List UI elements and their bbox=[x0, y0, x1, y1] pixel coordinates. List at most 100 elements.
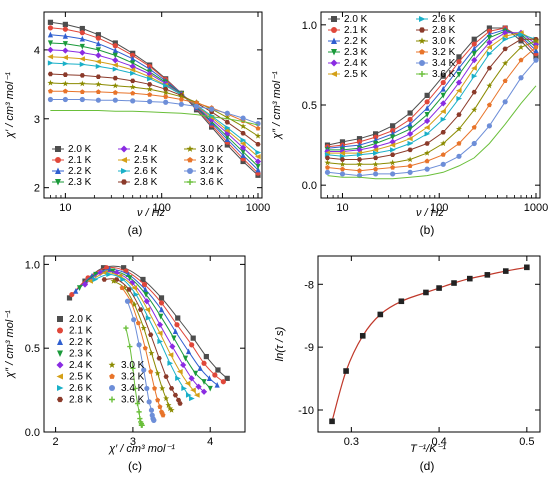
data-point bbox=[424, 112, 430, 118]
series-line bbox=[50, 99, 259, 125]
data-point bbox=[120, 276, 126, 283]
plot-area-panel-3 bbox=[66, 265, 230, 428]
data-point bbox=[79, 61, 86, 67]
data-point bbox=[174, 322, 180, 328]
series-line bbox=[327, 59, 537, 177]
legend-label: 2.8 K bbox=[432, 25, 456, 36]
data-point bbox=[424, 141, 430, 146]
data-point bbox=[373, 155, 379, 161]
data-point bbox=[121, 265, 127, 271]
axes-panel-4: 0.3 0.4 0.5 -10 -9 -8 T⁻¹/K⁻¹ ln(τ / s) (d) bbox=[274, 255, 541, 473]
data-point bbox=[158, 306, 165, 313]
data-point bbox=[339, 148, 346, 155]
data-point bbox=[81, 281, 89, 288]
data-point bbox=[119, 285, 125, 290]
data-point bbox=[147, 92, 153, 97]
series-3-6K bbox=[123, 325, 145, 428]
data-point bbox=[62, 21, 68, 27]
data-point bbox=[324, 159, 331, 166]
data-point bbox=[148, 369, 154, 374]
series-3-4K bbox=[324, 57, 539, 179]
series-2-0K bbox=[66, 265, 230, 381]
data-point bbox=[220, 379, 226, 385]
data-point bbox=[144, 385, 150, 392]
data-point bbox=[471, 36, 477, 42]
x-tick-label: 10 bbox=[59, 202, 71, 214]
data-point bbox=[95, 59, 101, 65]
data-point bbox=[144, 307, 151, 313]
legend-label: 2.3 K bbox=[344, 47, 368, 58]
data-point bbox=[47, 88, 53, 94]
plot-area-panel-2 bbox=[324, 25, 540, 180]
data-point bbox=[389, 142, 396, 148]
data-point bbox=[502, 78, 508, 84]
data-point bbox=[440, 161, 446, 167]
data-point bbox=[407, 121, 413, 127]
legend-marker bbox=[187, 179, 193, 185]
data-point bbox=[456, 54, 462, 60]
legend-item: 2.3 K bbox=[328, 47, 368, 58]
y-tick-label: 0.5 bbox=[302, 100, 317, 112]
legend-item: 3.6 K bbox=[109, 395, 145, 406]
data-point bbox=[203, 353, 209, 360]
data-point bbox=[136, 409, 142, 415]
data-point bbox=[62, 41, 68, 47]
legend-item: 2.6 K bbox=[416, 14, 456, 25]
data-point bbox=[240, 115, 246, 121]
data-point bbox=[138, 307, 144, 312]
data-point bbox=[201, 360, 207, 366]
data-point bbox=[141, 367, 147, 373]
data-point bbox=[224, 134, 230, 140]
y-tick-label: 2 bbox=[34, 183, 40, 195]
data-point bbox=[407, 140, 414, 147]
data-point bbox=[157, 338, 164, 345]
data-point bbox=[484, 272, 491, 278]
data-point bbox=[255, 121, 261, 127]
legend-marker bbox=[57, 327, 63, 334]
data-point bbox=[533, 54, 539, 60]
data-point bbox=[112, 66, 119, 72]
legend-item: 3.4 K bbox=[109, 383, 145, 394]
data-point bbox=[190, 387, 196, 393]
legend-item: 3.4 K bbox=[416, 58, 456, 69]
data-point bbox=[180, 361, 187, 369]
data-point bbox=[456, 71, 462, 78]
data-point bbox=[159, 385, 166, 392]
legend-label: 3.0 K bbox=[121, 360, 145, 371]
data-point bbox=[112, 90, 118, 95]
data-point bbox=[533, 44, 539, 50]
data-point bbox=[200, 388, 208, 395]
plot-frame bbox=[317, 255, 541, 433]
data-point bbox=[127, 275, 133, 281]
data-point bbox=[169, 343, 176, 350]
data-point bbox=[440, 108, 446, 115]
legend-item: 2.0 K bbox=[328, 14, 368, 25]
data-point bbox=[158, 300, 165, 306]
data-point bbox=[158, 313, 164, 320]
data-point bbox=[101, 270, 108, 276]
data-point bbox=[224, 142, 230, 148]
legend-item: 2.2 K bbox=[328, 36, 368, 47]
x-axis-label: ν / Hz bbox=[137, 207, 166, 219]
data-point bbox=[390, 147, 396, 153]
data-point bbox=[407, 169, 413, 175]
data-point bbox=[471, 106, 478, 113]
data-point bbox=[133, 291, 140, 298]
series-line bbox=[50, 82, 259, 137]
legend-panel-1: 2.0 K2.1 K2.2 K2.3 K 2.4 K2.5 K2.6 K2.8 K… bbox=[52, 144, 224, 188]
data-point bbox=[143, 291, 149, 298]
data-point bbox=[224, 119, 230, 125]
data-point bbox=[206, 375, 213, 381]
legend-label: 3.0 K bbox=[200, 144, 224, 155]
data-point bbox=[132, 385, 138, 392]
series-3-2K bbox=[119, 285, 166, 418]
data-point bbox=[189, 342, 195, 348]
series-2-6K bbox=[324, 31, 540, 159]
data-point bbox=[163, 94, 169, 99]
data-point bbox=[143, 298, 150, 305]
legend-item: 2.2 K bbox=[57, 337, 93, 348]
data-point bbox=[131, 317, 137, 323]
series-line bbox=[327, 46, 537, 172]
panel-label: (a) bbox=[128, 223, 143, 237]
x-tick-label: 100 bbox=[430, 202, 448, 214]
